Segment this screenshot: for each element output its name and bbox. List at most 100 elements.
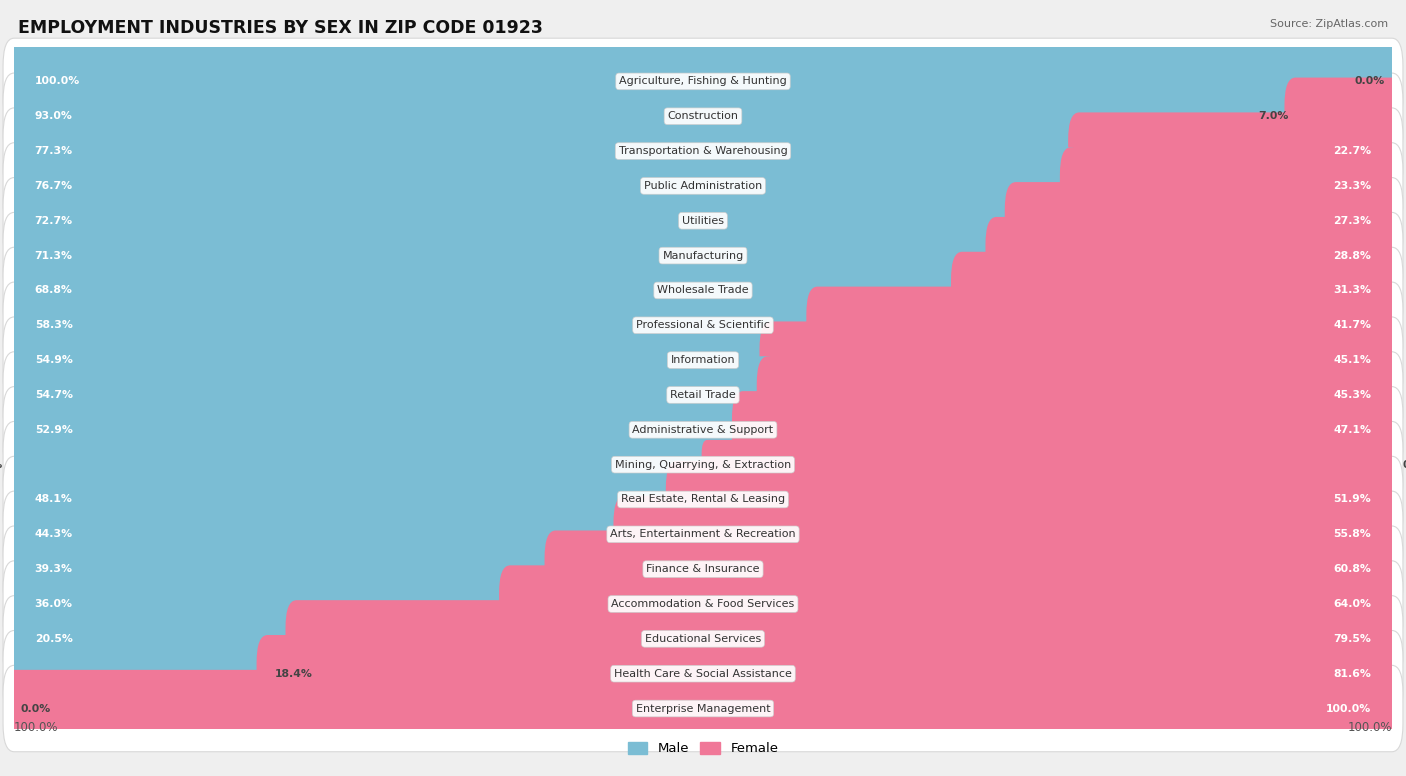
FancyBboxPatch shape — [807, 286, 1403, 364]
Text: 76.7%: 76.7% — [35, 181, 73, 191]
FancyBboxPatch shape — [3, 147, 1083, 224]
Text: Professional & Scientific: Professional & Scientific — [636, 320, 770, 331]
FancyBboxPatch shape — [3, 251, 973, 329]
Text: 51.9%: 51.9% — [1333, 494, 1371, 504]
Text: Real Estate, Rental & Leasing: Real Estate, Rental & Leasing — [621, 494, 785, 504]
FancyBboxPatch shape — [3, 182, 1026, 259]
Text: 71.3%: 71.3% — [35, 251, 73, 261]
FancyBboxPatch shape — [3, 286, 828, 364]
Text: 100.0%: 100.0% — [1326, 704, 1371, 714]
FancyBboxPatch shape — [3, 38, 1403, 125]
Text: Source: ZipAtlas.com: Source: ZipAtlas.com — [1270, 19, 1388, 29]
FancyBboxPatch shape — [645, 440, 704, 490]
Text: 77.3%: 77.3% — [35, 146, 73, 156]
Text: Educational Services: Educational Services — [645, 634, 761, 644]
FancyBboxPatch shape — [3, 531, 567, 608]
FancyBboxPatch shape — [759, 321, 1403, 399]
Text: 31.3%: 31.3% — [1333, 286, 1371, 296]
Text: 0.0%: 0.0% — [1403, 459, 1406, 469]
Text: 47.1%: 47.1% — [1333, 424, 1371, 435]
Text: 79.5%: 79.5% — [1333, 634, 1371, 644]
FancyBboxPatch shape — [3, 143, 1403, 229]
Text: 72.7%: 72.7% — [35, 216, 73, 226]
FancyBboxPatch shape — [3, 282, 1403, 369]
Text: Health Care & Social Assistance: Health Care & Social Assistance — [614, 669, 792, 679]
FancyBboxPatch shape — [3, 78, 1306, 155]
Text: 27.3%: 27.3% — [1333, 216, 1371, 226]
Text: Agriculture, Fishing & Hunting: Agriculture, Fishing & Hunting — [619, 76, 787, 86]
FancyBboxPatch shape — [3, 352, 1403, 438]
FancyBboxPatch shape — [3, 356, 779, 434]
FancyBboxPatch shape — [3, 461, 688, 539]
Text: Accommodation & Food Services: Accommodation & Food Services — [612, 599, 794, 609]
Text: Wholesale Trade: Wholesale Trade — [657, 286, 749, 296]
FancyBboxPatch shape — [756, 356, 1403, 434]
Text: Manufacturing: Manufacturing — [662, 251, 744, 261]
FancyBboxPatch shape — [1005, 182, 1403, 259]
FancyBboxPatch shape — [3, 635, 278, 712]
FancyBboxPatch shape — [3, 178, 1403, 264]
Text: 55.8%: 55.8% — [1333, 529, 1371, 539]
Text: 93.0%: 93.0% — [35, 111, 73, 121]
FancyBboxPatch shape — [499, 566, 1403, 643]
Text: 18.4%: 18.4% — [274, 669, 312, 679]
Text: 28.8%: 28.8% — [1333, 251, 1371, 261]
FancyBboxPatch shape — [544, 531, 1405, 608]
Text: 60.8%: 60.8% — [1333, 564, 1371, 574]
Text: 22.7%: 22.7% — [1333, 146, 1371, 156]
Text: 100.0%: 100.0% — [35, 76, 80, 86]
Text: Information: Information — [671, 355, 735, 365]
Text: Mining, Quarrying, & Extraction: Mining, Quarrying, & Extraction — [614, 459, 792, 469]
Text: 68.8%: 68.8% — [35, 286, 73, 296]
FancyBboxPatch shape — [3, 248, 1403, 334]
FancyBboxPatch shape — [3, 630, 1403, 717]
FancyBboxPatch shape — [666, 461, 1403, 539]
Text: EMPLOYMENT INDUSTRIES BY SEX IN ZIP CODE 01923: EMPLOYMENT INDUSTRIES BY SEX IN ZIP CODE… — [18, 19, 543, 37]
Text: 45.3%: 45.3% — [1333, 390, 1371, 400]
FancyBboxPatch shape — [1285, 78, 1403, 155]
Text: 58.3%: 58.3% — [35, 320, 73, 331]
Text: 36.0%: 36.0% — [35, 599, 73, 609]
FancyBboxPatch shape — [3, 456, 1403, 542]
FancyBboxPatch shape — [3, 596, 1403, 682]
Text: Transportation & Warehousing: Transportation & Warehousing — [619, 146, 787, 156]
FancyBboxPatch shape — [3, 600, 308, 677]
FancyBboxPatch shape — [702, 440, 761, 490]
Text: 100.0%: 100.0% — [1347, 721, 1392, 734]
Text: 41.7%: 41.7% — [1333, 320, 1371, 331]
Legend: Male, Female: Male, Female — [623, 736, 783, 760]
Text: 20.5%: 20.5% — [35, 634, 73, 644]
FancyBboxPatch shape — [3, 421, 1403, 508]
Text: 7.0%: 7.0% — [1258, 111, 1289, 121]
Text: 45.1%: 45.1% — [1333, 355, 1371, 365]
Text: 81.6%: 81.6% — [1333, 669, 1371, 679]
Text: 100.0%: 100.0% — [14, 721, 59, 734]
FancyBboxPatch shape — [3, 391, 754, 469]
FancyBboxPatch shape — [3, 566, 522, 643]
Text: Utilities: Utilities — [682, 216, 724, 226]
FancyBboxPatch shape — [3, 561, 1403, 647]
Text: 0.0%: 0.0% — [1355, 76, 1385, 86]
Text: 23.3%: 23.3% — [1333, 181, 1371, 191]
Text: 54.7%: 54.7% — [35, 390, 73, 400]
FancyBboxPatch shape — [1060, 147, 1403, 224]
FancyBboxPatch shape — [1069, 113, 1403, 190]
FancyBboxPatch shape — [3, 386, 1403, 473]
FancyBboxPatch shape — [256, 635, 1403, 712]
FancyBboxPatch shape — [3, 670, 1403, 747]
Text: 64.0%: 64.0% — [1333, 599, 1371, 609]
FancyBboxPatch shape — [3, 113, 1090, 190]
FancyBboxPatch shape — [3, 213, 1403, 299]
Text: 44.3%: 44.3% — [35, 529, 73, 539]
FancyBboxPatch shape — [3, 526, 1403, 612]
Text: 0.0%: 0.0% — [0, 459, 3, 469]
FancyBboxPatch shape — [986, 217, 1405, 294]
Text: Finance & Insurance: Finance & Insurance — [647, 564, 759, 574]
FancyBboxPatch shape — [733, 391, 1403, 469]
Text: 0.0%: 0.0% — [21, 704, 51, 714]
FancyBboxPatch shape — [3, 73, 1403, 159]
FancyBboxPatch shape — [3, 108, 1403, 194]
FancyBboxPatch shape — [3, 665, 1403, 752]
Text: Administrative & Support: Administrative & Support — [633, 424, 773, 435]
FancyBboxPatch shape — [285, 600, 1403, 677]
